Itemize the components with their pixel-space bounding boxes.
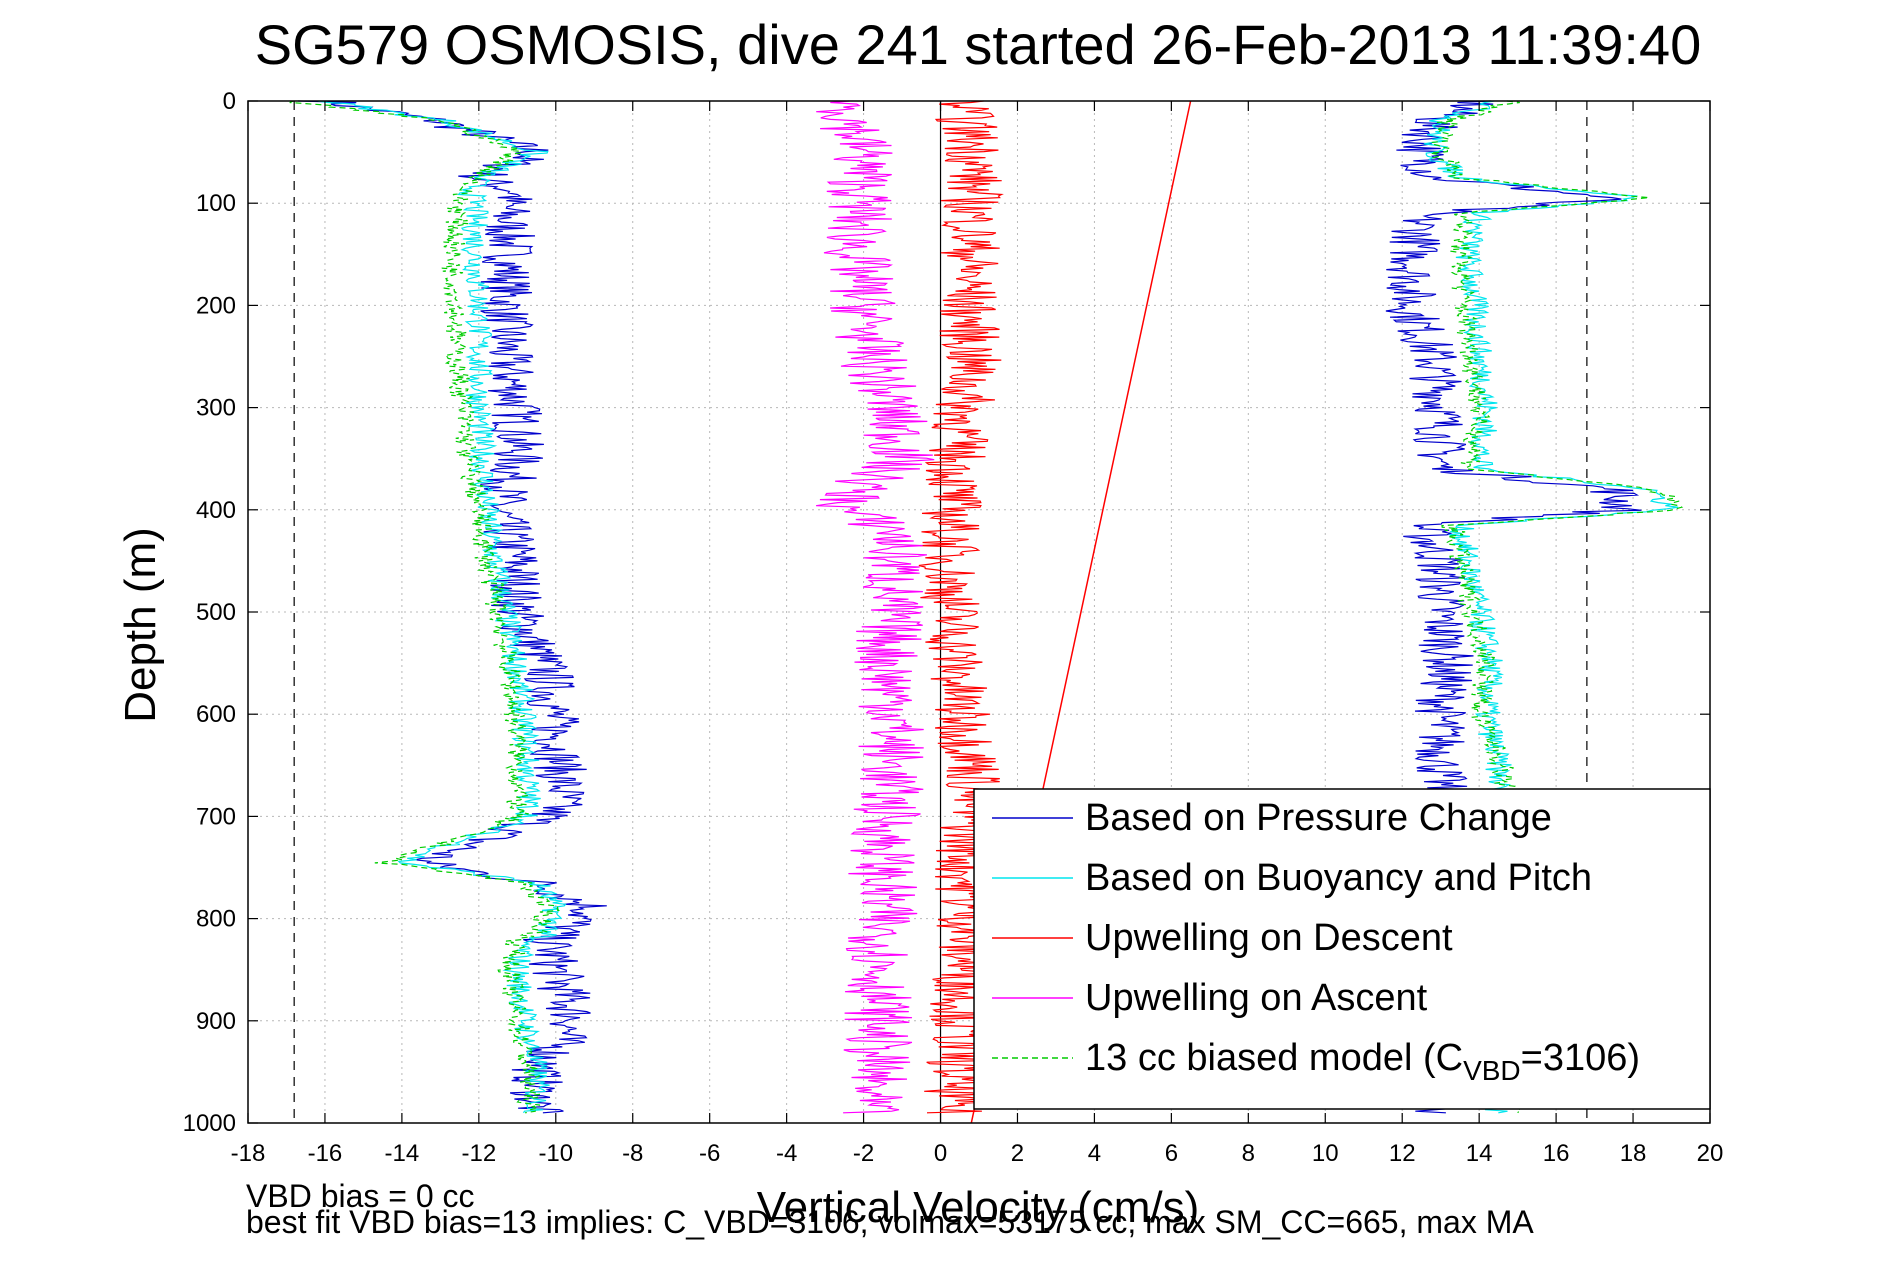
- legend-label-text: 13 cc biased model (C: [1085, 1037, 1463, 1079]
- x-tick-label: 12: [1389, 1140, 1416, 1167]
- x-tick-label: -14: [385, 1140, 420, 1167]
- chart-title: SG579 OSMOSIS, dive 241 started 26-Feb-2…: [255, 13, 1701, 76]
- legend-label-subscript: VBD: [1463, 1055, 1521, 1086]
- footer-best-fit: best fit VBD bias=13 implies: C_VBD=3106…: [246, 1204, 1534, 1240]
- y-tick-label: 800: [196, 906, 236, 933]
- x-tick-label: 14: [1466, 1140, 1493, 1167]
- legend-label: Upwelling on Descent: [1085, 917, 1453, 959]
- legend-label-text: Based on Pressure Change: [1085, 797, 1552, 839]
- x-tick-label: -16: [308, 1140, 343, 1167]
- footer-vbd-bias: VBD bias = 0 cc: [246, 1178, 475, 1214]
- x-tick-label: -4: [776, 1140, 797, 1167]
- y-tick-label: 100: [196, 190, 236, 217]
- legend-label: Based on Pressure Change: [1085, 797, 1552, 839]
- legend-label-suffix: =3106): [1521, 1037, 1640, 1079]
- x-tick-label: 4: [1088, 1140, 1101, 1167]
- y-tick-label: 900: [196, 1008, 236, 1035]
- x-tick-label: 0: [934, 1140, 947, 1167]
- legend-label-text: Upwelling on Ascent: [1085, 977, 1428, 1019]
- series-line-descent: [289, 100, 560, 1114]
- axis-ticks: -18 -16 -14 -12 -10 -8 -6 -4 -2 0 2 4 6 8 10 12 14 16 18 20…: [183, 88, 1724, 1167]
- x-tick-label: 6: [1165, 1140, 1178, 1167]
- y-tick-label: 400: [196, 497, 236, 524]
- x-tick-label: 8: [1242, 1140, 1255, 1167]
- y-tick-label: 500: [196, 599, 236, 626]
- legend-label: Based on Buoyancy and Pitch: [1085, 857, 1592, 899]
- y-tick-label: 200: [196, 292, 236, 319]
- y-axis-label: Depth (m): [116, 527, 165, 723]
- y-tick-label: 300: [196, 395, 236, 422]
- series-4: [816, 100, 935, 1114]
- x-tick-label: 20: [1697, 1140, 1724, 1167]
- x-tick-label: -8: [622, 1140, 643, 1167]
- x-tick-label: 18: [1620, 1140, 1647, 1167]
- y-tick-label: 0: [223, 88, 236, 115]
- legend: Based on Pressure Change Based on Buoyanc…: [973, 788, 1711, 1110]
- y-tick-label: 600: [196, 701, 236, 728]
- legend-box: [973, 788, 1711, 1110]
- x-tick-label: -2: [853, 1140, 874, 1167]
- series-line-descent: [297, 100, 607, 1114]
- legend-label: Upwelling on Ascent: [1085, 977, 1428, 1019]
- x-tick-label: 10: [1312, 1140, 1339, 1167]
- series-line-descent: [317, 100, 567, 1114]
- legend-label: 13 cc biased model (CVBD=3106): [1085, 1037, 1640, 1086]
- x-tick-label: -10: [538, 1140, 573, 1167]
- legend-label-text: Upwelling on Descent: [1085, 917, 1453, 959]
- x-axis-label: Vertical Velocity (cm/s): [757, 1183, 1200, 1232]
- x-tick-label: -6: [699, 1140, 720, 1167]
- y-tick-label: 1000: [183, 1110, 236, 1137]
- legend-label-text: Based on Buoyancy and Pitch: [1085, 857, 1592, 899]
- series-line-ascent: [816, 100, 935, 1114]
- y-tick-label: 700: [196, 803, 236, 830]
- x-tick-label: -18: [231, 1140, 266, 1167]
- x-tick-label: 2: [1011, 1140, 1024, 1167]
- x-tick-label: -12: [461, 1140, 496, 1167]
- x-tick-label: 16: [1543, 1140, 1570, 1167]
